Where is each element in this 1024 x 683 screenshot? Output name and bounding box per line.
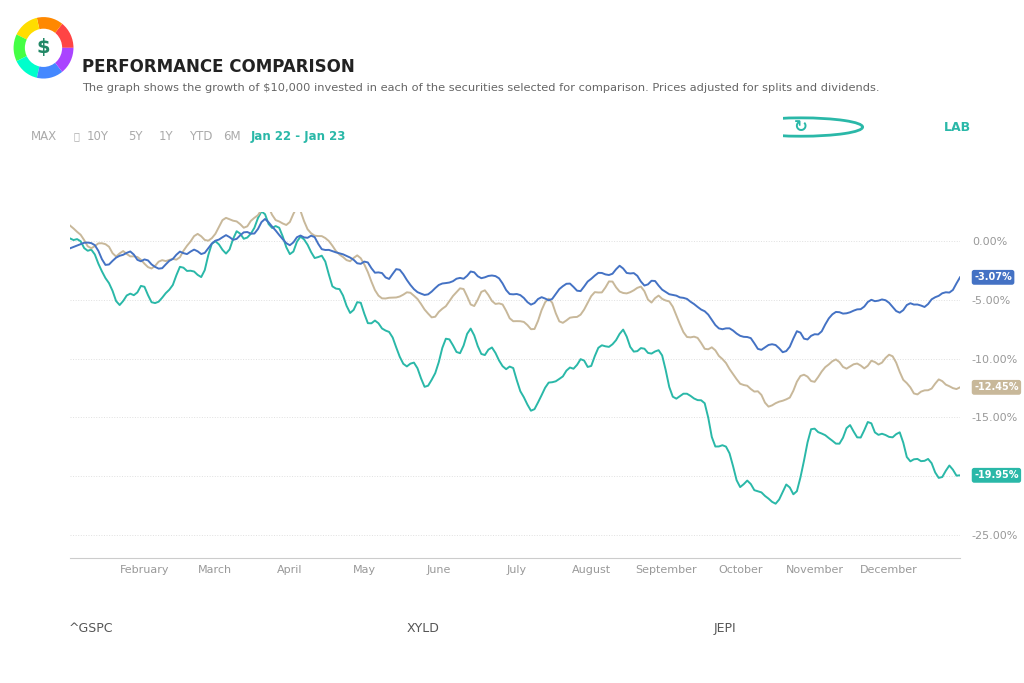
- Text: -19.95%: -19.95%: [974, 471, 1019, 480]
- Wedge shape: [43, 24, 74, 48]
- Text: -3.07%: -3.07%: [974, 273, 1012, 282]
- Circle shape: [25, 29, 62, 67]
- Wedge shape: [16, 18, 43, 48]
- Text: ↻: ↻: [794, 118, 808, 136]
- Text: 10Y: 10Y: [87, 130, 109, 143]
- Text: Jan 22 - Jan 23: Jan 22 - Jan 23: [251, 130, 346, 143]
- Text: PORTFOLIOS: PORTFOLIOS: [831, 120, 921, 134]
- Text: LAB: LAB: [944, 120, 971, 134]
- Wedge shape: [16, 48, 43, 78]
- Text: PERFORMANCE COMPARISON: PERFORMANCE COMPARISON: [82, 58, 354, 76]
- Text: $: $: [37, 38, 50, 57]
- Text: MAX: MAX: [31, 130, 57, 143]
- Text: -12.45%: -12.45%: [974, 382, 1019, 392]
- Text: 6M: 6M: [223, 130, 241, 143]
- Text: JEPI: JEPI: [714, 622, 736, 635]
- Text: YTD: YTD: [189, 130, 213, 143]
- Text: XYLD: XYLD: [407, 622, 439, 635]
- Wedge shape: [13, 34, 43, 61]
- Wedge shape: [37, 17, 62, 48]
- Wedge shape: [37, 48, 62, 79]
- Text: The graph shows the growth of $10,000 invested in each of the securities selecte: The graph shows the growth of $10,000 in…: [82, 83, 880, 94]
- Text: 5Y: 5Y: [128, 130, 142, 143]
- Wedge shape: [43, 48, 74, 72]
- Text: 🔒: 🔒: [74, 132, 80, 141]
- Text: 1Y: 1Y: [159, 130, 173, 143]
- Text: ^GSPC: ^GSPC: [69, 622, 113, 635]
